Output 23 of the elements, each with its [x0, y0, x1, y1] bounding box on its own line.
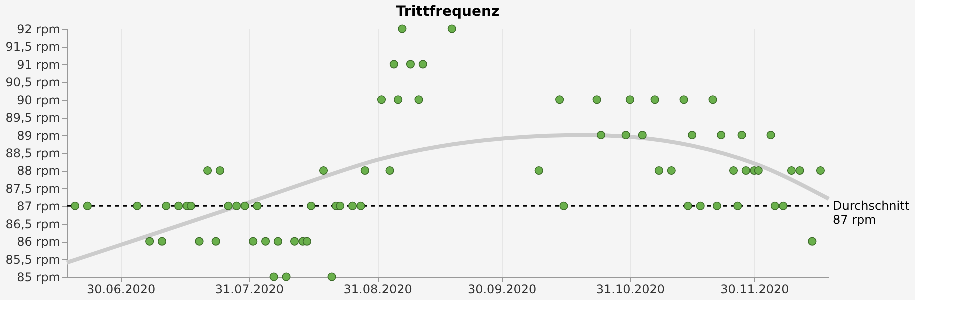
y-tick-label: 90,5 rpm: [6, 76, 60, 90]
y-tick-label: 91,5 rpm: [6, 40, 60, 54]
x-tick-label: 31.10.2020: [596, 282, 666, 296]
y-tick-label: 86,5 rpm: [6, 217, 60, 232]
chart-title: Trittfrequenz: [396, 4, 500, 20]
y-tick-label: 89,5 rpm: [6, 111, 60, 126]
y-tick-label: 91 rpm: [17, 58, 60, 72]
x-tick-label: 31.07.2020: [215, 282, 284, 296]
y-tick-label: 85 rpm: [17, 270, 60, 284]
y-tick-label: 85,5 rpm: [6, 252, 60, 267]
ref-line-label: Durchschnitt 87 rpm: [833, 199, 910, 228]
x-tick-label: 30.09.2020: [468, 282, 537, 296]
y-tick-label: 88,5 rpm: [6, 146, 60, 160]
y-tick-label: 88 rpm: [17, 164, 60, 178]
y-tick-label: 87,5 rpm: [6, 182, 60, 196]
y-tick-label: 86 rpm: [17, 235, 60, 250]
x-tick-label: 31.08.2020: [344, 282, 412, 296]
y-tick-label: 89 rpm: [17, 128, 60, 143]
x-tick-label: 30.06.2020: [86, 282, 156, 296]
y-tick-label: 87 rpm: [17, 200, 60, 214]
x-tick-label: 30.11.2020: [720, 282, 790, 296]
y-tick-label: 92 rpm: [17, 22, 60, 36]
y-tick-label: 90 rpm: [17, 93, 60, 108]
